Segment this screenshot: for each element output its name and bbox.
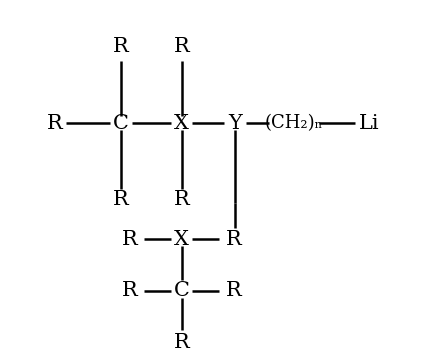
Text: C: C [174, 281, 190, 301]
Text: R: R [174, 190, 190, 210]
Text: R: R [122, 281, 138, 301]
Text: R: R [113, 37, 129, 56]
Text: X: X [174, 114, 189, 133]
Text: R: R [122, 230, 138, 249]
Text: Li: Li [359, 114, 379, 133]
Text: Y: Y [229, 114, 242, 133]
Text: (CH₂)ₙ: (CH₂)ₙ [265, 114, 323, 132]
Text: X: X [174, 230, 189, 249]
Text: R: R [47, 114, 63, 133]
Text: R: R [113, 190, 129, 210]
Text: R: R [174, 333, 190, 352]
Text: R: R [226, 230, 241, 249]
Text: C: C [113, 114, 129, 133]
Text: R: R [226, 281, 241, 301]
Text: R: R [174, 37, 190, 56]
